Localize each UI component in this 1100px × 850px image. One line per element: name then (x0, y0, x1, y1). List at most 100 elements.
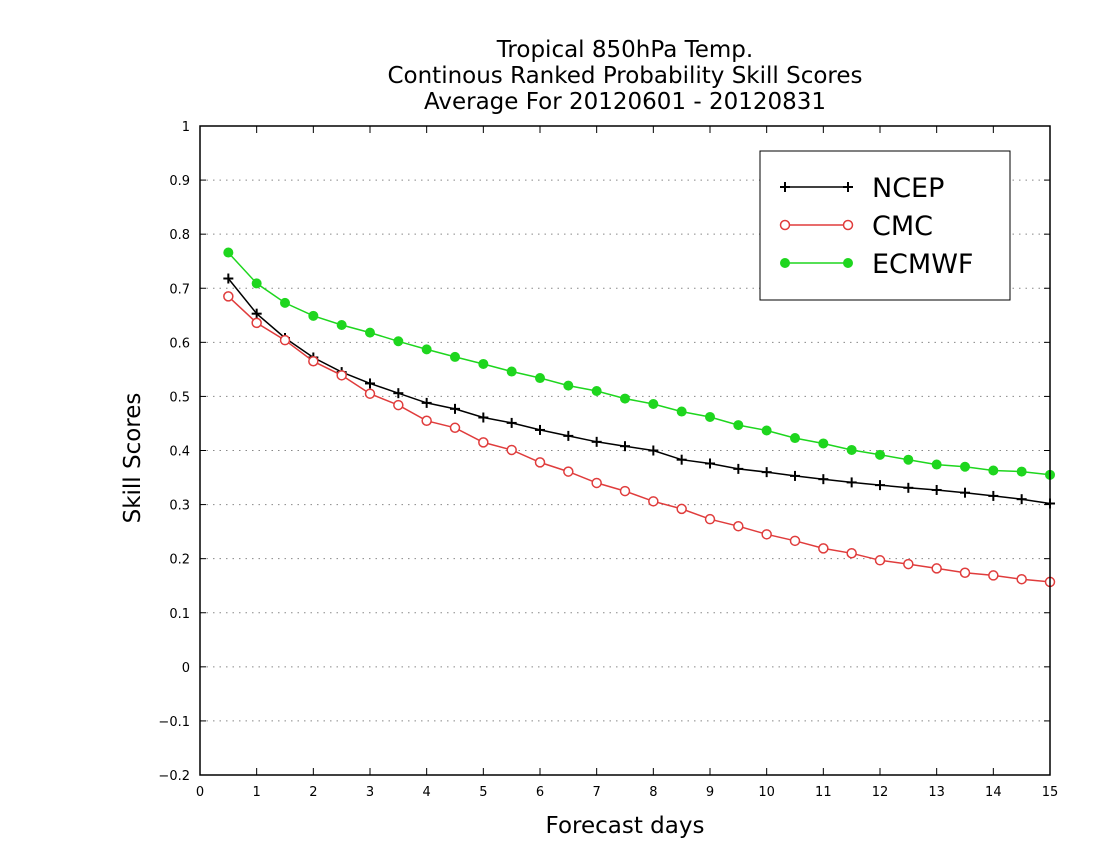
y-tick-label: 0 (182, 661, 190, 676)
chart-title-line-1: Tropical 850hPa Temp. (496, 37, 753, 63)
data-point-ncep (251, 308, 262, 319)
data-point-ecmwf (705, 411, 715, 422)
legend-label-cmc: CMC (872, 211, 933, 242)
series-cmc (223, 291, 1056, 588)
x-tick-label: 13 (928, 785, 945, 800)
x-axis-label: Forecast days (546, 813, 705, 839)
x-tick-label: 3 (366, 785, 374, 800)
data-point-cmc (534, 457, 546, 468)
legend-marker-cmc (779, 219, 791, 231)
chart-title: Tropical 850hPa Temp. Continous Ranked P… (387, 37, 862, 115)
y-tick-label: 0.2 (169, 553, 190, 568)
x-tick-label: 10 (758, 785, 775, 800)
plot-frame (199, 125, 1051, 776)
series-ncep (223, 273, 1055, 509)
data-point-cmc (449, 422, 461, 434)
data-point-cmc (421, 415, 432, 427)
chart-title-line-2: Continous Ranked Probability Skill Score… (387, 63, 862, 89)
data-point-ncep (875, 480, 885, 491)
data-point-ncep (393, 388, 404, 399)
data-point-ecmwf (563, 380, 574, 391)
data-point-cmc (676, 503, 687, 515)
data-point-ncep (818, 474, 829, 485)
data-point-cmc (704, 513, 716, 525)
data-point-ncep (535, 424, 545, 435)
x-tick-label: 0 (196, 785, 204, 800)
series-lines (223, 247, 1056, 588)
data-point-cmc (478, 437, 489, 448)
data-point-ncep (846, 477, 857, 488)
chart-title-line-3: Average For 20120601 - 20120831 (424, 89, 826, 115)
legend-marker-ecmwf (843, 258, 853, 268)
data-point-ecmwf (535, 373, 545, 384)
data-point-ncep (478, 412, 489, 423)
legend-item-cmc: CMC (779, 211, 933, 242)
y-tick-label: 0.7 (169, 282, 190, 297)
legend-label-ncep: NCEP (872, 173, 944, 204)
series-line-ncep (227, 278, 1051, 505)
data-point-ecmwf (988, 465, 999, 476)
data-point-ecmwf (308, 310, 319, 321)
legend-marker-ecmwf (780, 258, 790, 268)
data-point-ecmwf (591, 386, 602, 397)
x-tick-label: 5 (479, 785, 487, 800)
x-tick-label: 8 (649, 785, 657, 800)
data-point-ncep (903, 482, 914, 493)
data-point-cmc (959, 567, 971, 578)
data-point-ecmwf (875, 449, 885, 460)
data-point-cmc (251, 317, 262, 329)
data-point-ecmwf (280, 297, 290, 308)
x-tick-label: 7 (593, 785, 601, 800)
data-point-ncep (620, 441, 630, 452)
y-tick-label: 0.3 (169, 499, 190, 514)
data-point-cmc (563, 466, 574, 477)
data-point-ncep (421, 397, 432, 408)
data-point-ncep (648, 445, 659, 456)
y-tick-label: −0.1 (158, 715, 190, 730)
x-tick-label: 1 (253, 785, 261, 800)
legend-marker-cmc (842, 219, 854, 231)
legend: NCEP CMC ECMWF (759, 150, 1011, 301)
x-tick-label: 6 (536, 785, 544, 800)
data-point-ecmwf (790, 433, 800, 444)
data-point-ncep (960, 487, 970, 498)
data-point-cmc (931, 563, 942, 574)
data-point-cmc (308, 356, 319, 367)
data-point-ecmwf (506, 366, 517, 377)
y-tick-label: 0.6 (169, 336, 190, 351)
data-point-cmc (336, 370, 347, 381)
data-point-ecmwf (1016, 466, 1027, 477)
data-point-ncep (705, 458, 715, 469)
x-tick-label: 12 (872, 785, 889, 800)
data-point-ecmwf (421, 344, 432, 355)
y-tick-label: 1 (182, 120, 190, 135)
data-point-ncep (931, 484, 942, 495)
data-point-cmc (648, 496, 659, 507)
data-point-ncep (591, 436, 602, 447)
data-point-cmc (223, 291, 234, 302)
data-point-ecmwf (336, 320, 347, 331)
y-tick-label: −0.2 (158, 769, 190, 784)
x-tick-label: 9 (706, 785, 714, 800)
data-point-cmc (364, 388, 376, 399)
legend-label-ecmwf: ECMWF (872, 249, 973, 280)
data-point-ncep (733, 463, 744, 474)
data-point-cmc (393, 399, 404, 411)
y-axis-label: Skill Scores (120, 393, 146, 524)
series-ecmwf (223, 247, 1055, 480)
x-tick-label: 14 (985, 785, 1002, 800)
y-tick-label: 0.1 (169, 607, 190, 622)
data-point-ecmwf (393, 336, 404, 347)
data-point-cmc (874, 555, 886, 566)
data-point-ecmwf (960, 461, 970, 472)
data-point-ecmwf (478, 358, 489, 369)
data-point-ncep (223, 273, 234, 284)
data-point-cmc (619, 485, 631, 497)
y-tick-label: 0.9 (169, 174, 190, 189)
data-point-ecmwf (903, 454, 914, 465)
data-point-ncep (450, 403, 460, 414)
legend-marker-ncep (843, 182, 853, 192)
data-point-cmc (903, 558, 914, 570)
data-point-cmc (818, 543, 829, 554)
